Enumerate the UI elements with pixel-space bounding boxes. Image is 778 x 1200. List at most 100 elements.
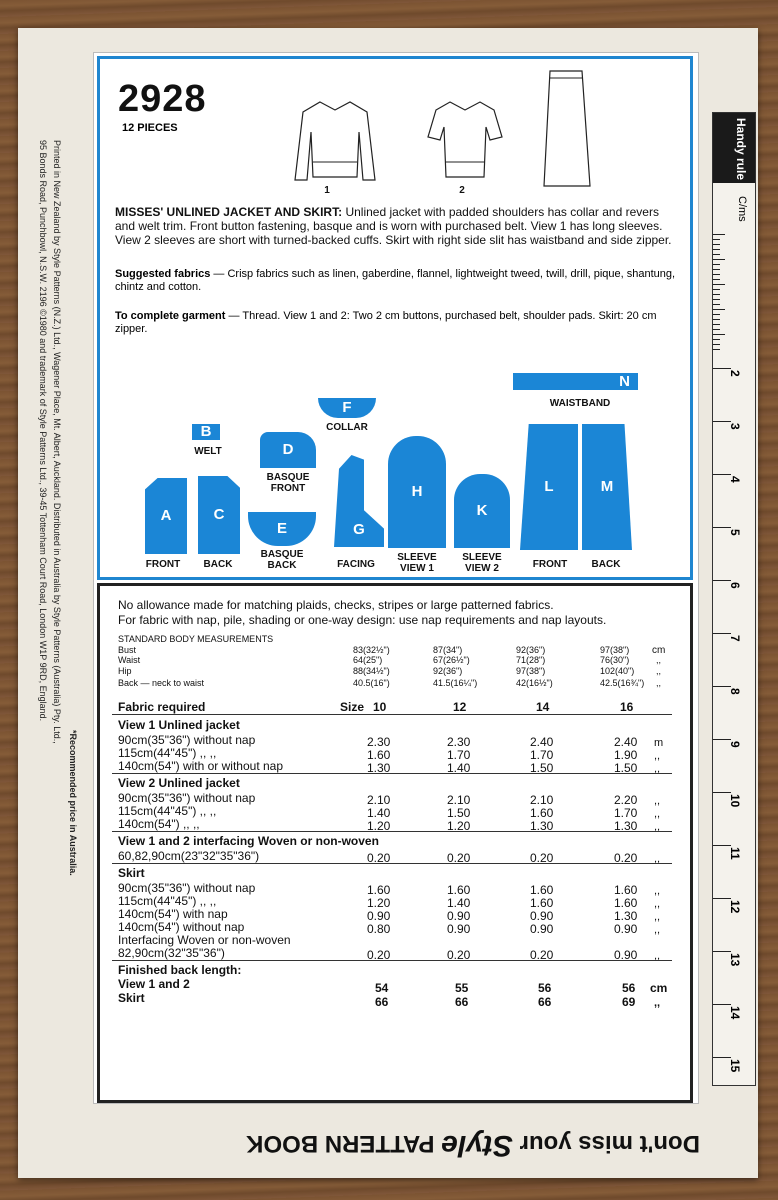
measurement-value: 88(34½") <box>353 666 390 676</box>
printer-info-line1: Printed in New Zealand by Style Patterns… <box>52 140 62 744</box>
skirt-sketch <box>543 70 591 187</box>
size-header: 16 <box>620 700 634 714</box>
unit-mark: ,, <box>654 763 661 775</box>
rule-minor-tick <box>713 294 720 295</box>
finished-length-value: 56 <box>622 981 636 995</box>
price-note: *Recommended price in Australia. <box>68 730 78 876</box>
fabric-amount: 1.60 <box>530 806 554 820</box>
piece-h: H <box>388 436 446 548</box>
fabric-amount: 1.90 <box>614 748 638 762</box>
rule-tick <box>713 951 731 952</box>
jacket-view2-sketch <box>427 101 503 178</box>
fabric-amount: 1.20 <box>367 896 391 910</box>
rule-mark: 5 <box>728 529 742 536</box>
rule-minor-tick <box>713 344 720 345</box>
rule-tick <box>713 1057 731 1058</box>
fabric-amount: 1.40 <box>447 761 471 775</box>
fabric-amount: 2.10 <box>367 793 391 807</box>
fabric-amount: 1.30 <box>367 761 391 775</box>
rule-tick <box>713 845 731 846</box>
rule-minor-tick <box>713 274 720 275</box>
rule-minor-tick <box>713 234 725 235</box>
fabric-amount: 1.60 <box>367 748 391 762</box>
fabric-requirements-box <box>97 583 693 1103</box>
rule-mark: 2 <box>728 370 742 377</box>
fabric-amount: 0.90 <box>614 922 638 936</box>
finished-unit: cm <box>650 981 668 995</box>
handy-rule-header <box>713 113 755 183</box>
rule-minor-tick <box>713 289 720 290</box>
unit-mark: ,, <box>654 750 661 762</box>
fabric-amount: 1.30 <box>614 909 638 923</box>
unit-mark: ,, <box>654 898 661 910</box>
sleeve-view2-label: SLEEVE VIEW 2 <box>462 552 502 574</box>
rule-minor-tick <box>713 284 725 285</box>
rule-minor-tick <box>713 259 725 260</box>
view2-label: 2 <box>459 185 465 196</box>
finished-length-value: 54 <box>375 981 389 995</box>
handy-rule-label: Handy rule <box>734 118 748 181</box>
unit-mark: ,, <box>654 853 661 865</box>
rule-minor-tick <box>713 249 720 250</box>
ditto-mark: ,, <box>656 678 662 688</box>
size-header: 12 <box>453 700 467 714</box>
fabric-amount: 1.60 <box>367 883 391 897</box>
fabric-amount: 1.70 <box>447 748 471 762</box>
basque-front-label: BASQUE FRONT <box>266 472 310 494</box>
piece-l: L <box>520 424 578 550</box>
bottom-promo: Don't miss your Style PATTERN BOOK <box>246 1129 700 1162</box>
complete-garment: To complete garment — Thread. View 1 and… <box>115 310 657 335</box>
measurement-value: 102(40") <box>600 666 635 676</box>
measurement-value: 67(26½") <box>433 655 470 665</box>
fabric-amount: 2.10 <box>447 793 471 807</box>
fabric-amount: 1.30 <box>614 819 638 833</box>
fabric-width-label: 90cm(35"36") without nap <box>118 881 256 895</box>
rule-minor-tick <box>713 309 725 310</box>
fabric-width-label: 140cm(54") with nap <box>118 907 228 921</box>
pattern-description: MISSES' UNLINED JACKET AND SKIRT: Unline… <box>115 205 672 247</box>
rule-minor-tick <box>713 299 720 300</box>
fabric-amount: 0.20 <box>447 948 471 962</box>
printer-info-line2: 95 Bonds Road, Punchbowl, N.S.W. 2196 ©1… <box>38 140 48 722</box>
fabric-amount: 0.90 <box>447 922 471 936</box>
rule-minor-tick <box>713 324 720 325</box>
section-title: Skirt <box>118 866 145 880</box>
divider <box>112 714 672 715</box>
rule-minor-tick <box>713 279 720 280</box>
rule-tick <box>713 633 731 634</box>
measurement-value: 41.5(16¼") <box>433 678 478 688</box>
divider <box>112 773 672 774</box>
measurement-value: 92(36") <box>516 645 546 655</box>
rule-minor-tick <box>713 244 720 245</box>
rule-mark: 15 <box>728 1059 742 1073</box>
finished-skirt-value: 66 <box>455 995 469 1009</box>
rule-tick <box>713 368 731 369</box>
fabric-amount: 0.20 <box>367 948 391 962</box>
waist-label: Waist <box>118 655 141 665</box>
fabric-amount: 1.40 <box>447 896 471 910</box>
size-header: 10 <box>373 700 387 714</box>
fabric-width-label: 115cm(44"45") ,, ,, <box>118 804 217 818</box>
pattern-number: 2928 <box>118 78 207 120</box>
unit-mark: ,, <box>654 924 661 936</box>
divider <box>112 863 672 864</box>
size-label: Size <box>340 700 365 714</box>
fabric-amount: 0.80 <box>367 922 391 936</box>
measurement-value: 64(25") <box>353 655 383 665</box>
fabric-amount: 2.10 <box>530 793 554 807</box>
fabric-required-heading: Fabric required <box>118 700 206 714</box>
rule-tick <box>713 580 731 581</box>
fabric-amount: 0.20 <box>447 851 471 865</box>
rule-mark: 7 <box>728 635 742 642</box>
fabric-width-label: 90cm(35"36") without nap <box>118 733 256 747</box>
fabric-amount: 2.30 <box>367 735 391 749</box>
fabric-amount: 1.70 <box>530 748 554 762</box>
section-title: View 1 and 2 interfacing Woven or non-wo… <box>118 834 379 848</box>
fabric-width-label: 140cm(54") with or without nap <box>118 759 284 773</box>
rule-mark: 10 <box>728 794 742 808</box>
fabric-amount: 0.90 <box>614 948 638 962</box>
note-line1: No allowance made for matching plaids, c… <box>118 598 554 612</box>
unit-mark: ,, <box>654 821 661 833</box>
finished-length-value: 56 <box>538 981 552 995</box>
rule-minor-tick <box>713 349 720 350</box>
